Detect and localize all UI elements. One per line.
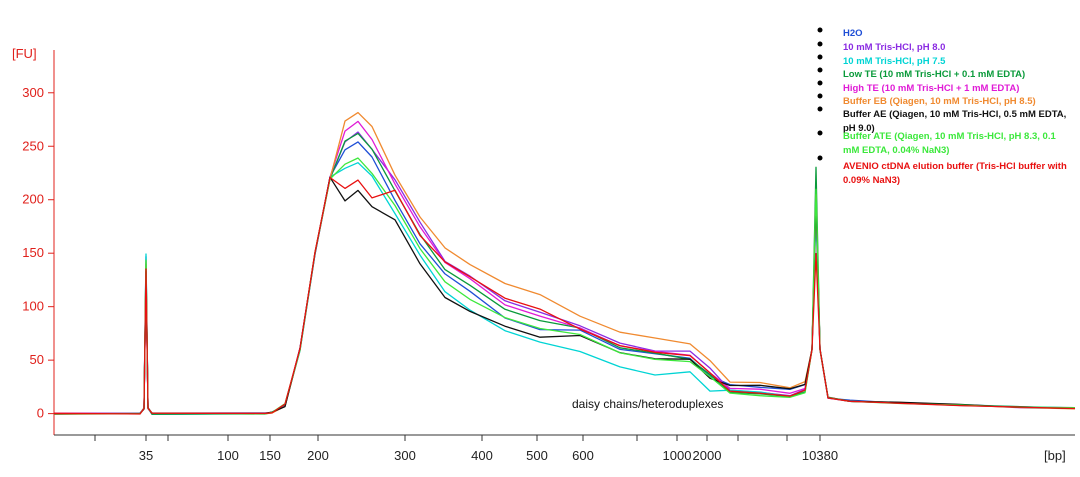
x-axis-label: [bp] (1044, 448, 1066, 463)
x-tick-label: 10380 (802, 448, 838, 463)
series-line (53, 131, 1076, 415)
x-tick-label: 35 (139, 448, 153, 463)
x-ticks: 35 100 150 200 300 400 500 600 1000 2000 10380 (94, 435, 838, 463)
x-tick-label: 150 (259, 448, 281, 463)
y-axis-label: [FU] (12, 46, 37, 61)
legend-entry: Buffer AE (Qiagen, 10 mM Tris-HCl, 0.5 m… (843, 109, 1066, 120)
legend-bullet (817, 54, 823, 60)
y-tick-label: 100 (22, 299, 44, 314)
y-tick-label: 0 (37, 406, 44, 421)
y-tick-label: 50 (30, 352, 44, 367)
legend-entry: H2O (843, 28, 863, 39)
legend: H2O 10 mM Tris-HCl, pH 8.0 10 mM Tris-HCl,… (817, 27, 1067, 186)
legend-bullet (817, 106, 823, 112)
legend-entry: 10 mM Tris-HCl, pH 8.0 (843, 42, 945, 53)
legend-entry: Buffer EB (Qiagen, 10 mM Tris-HCl, pH 8.… (843, 96, 1036, 107)
legend-bullet (817, 93, 823, 99)
legend-bullet (817, 130, 823, 136)
x-tick-label: 400 (471, 448, 493, 463)
y-tick-label: 250 (22, 138, 44, 153)
legend-bullet (817, 41, 823, 47)
legend-entry: Buffer ATE (Qiagen, 10 mM Tris-HCl, pH 8… (843, 131, 1056, 142)
x-tick-label: 1000 (663, 448, 692, 463)
x-tick-label: 600 (572, 448, 594, 463)
y-tick-label: 200 (22, 192, 44, 207)
legend-bullet (817, 27, 823, 33)
y-ticks: 0 50 100 150 200 250 300 (22, 85, 54, 421)
legend-entry: 0.09% NaN3) (843, 175, 900, 186)
y-tick-label: 300 (22, 85, 44, 100)
series-line (53, 111, 1076, 415)
series-line (53, 162, 1076, 415)
legend-entry: mM EDTA, 0.04% NaN3) (843, 145, 949, 156)
legend-entry: 10 mM Tris-HCl, pH 7.5 (843, 56, 946, 67)
legend-bullet (817, 67, 823, 73)
x-tick-label: 500 (526, 448, 548, 463)
series-line (53, 176, 1076, 415)
annotation-daisy-chains: daisy chains/heteroduplexes (572, 397, 723, 411)
series-line (53, 132, 1076, 415)
legend-bullet (817, 80, 823, 86)
legend-entry: High TE (10 mM Tris-HCl + 1 mM EDTA) (843, 83, 1019, 94)
x-tick-label: 300 (394, 448, 416, 463)
legend-entry: Low TE (10 mM Tris-HCl + 0.1 mM EDTA) (843, 69, 1025, 80)
x-tick-label: 2000 (693, 448, 722, 463)
legend-bullet (817, 155, 823, 161)
series-line (54, 141, 1076, 415)
series-line (53, 176, 1076, 415)
series-line (53, 157, 1076, 415)
series-lines (53, 111, 1076, 415)
x-tick-label: 200 (307, 448, 329, 463)
legend-entry: AVENIO ctDNA elution buffer (Tris-HCl bu… (843, 161, 1067, 172)
y-tick-label: 150 (22, 245, 44, 260)
x-tick-label: 100 (217, 448, 239, 463)
legend-entry: pH 9.0) (843, 123, 875, 134)
